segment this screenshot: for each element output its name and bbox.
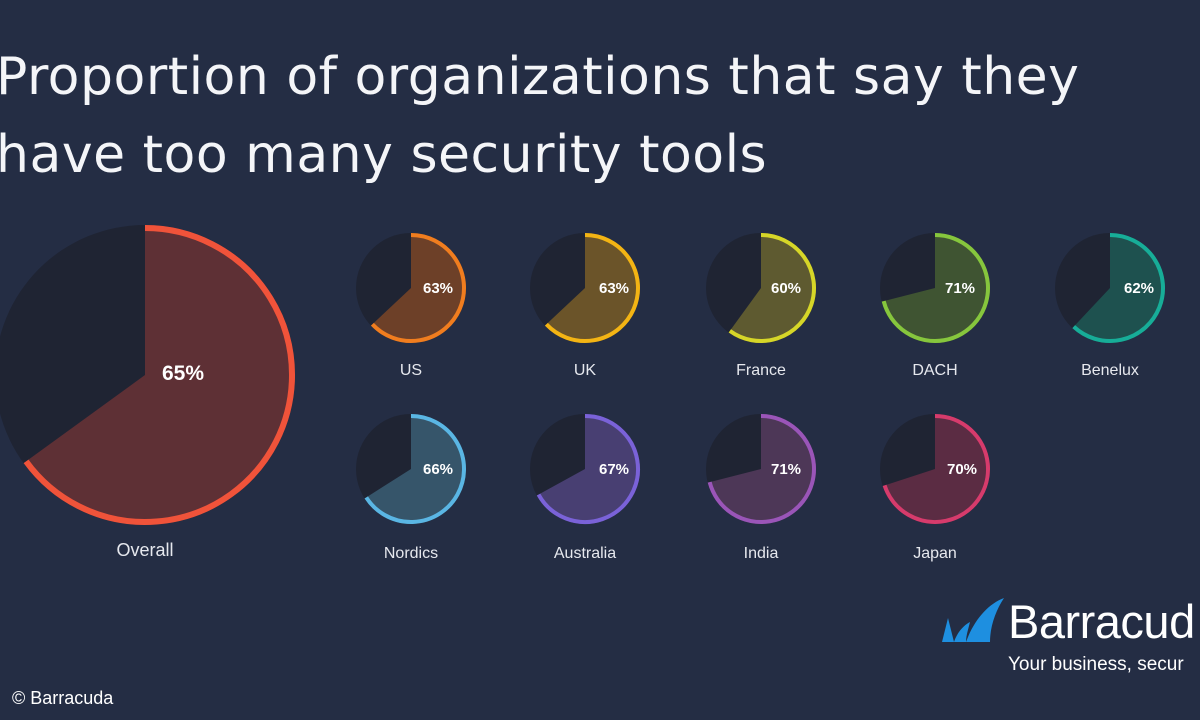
pie-outline-uk [544,233,640,343]
pie-slice-france [728,233,817,343]
pie-value-label-australia: 67% [599,461,629,478]
pie-slice-nordics [364,414,466,525]
copyright-notice: © Barracuda [12,688,114,708]
pie-nordics: 66% Nordics [356,414,466,562]
pie-slice-india [707,414,816,525]
pie-value-label-dach: 71% [945,280,975,297]
pie-slice-benelux [1072,233,1165,343]
pie-outline-overall [23,225,295,525]
brand-name: Barracud [1008,595,1195,648]
pie-category-label-us: US [400,362,422,379]
pie-japan: 70% Japan [880,414,990,562]
brand-block: Barracud Your business, secur [938,594,1200,680]
logo-fin-front [966,598,1004,642]
chart-title: Proportion of organizations that say the… [0,47,1080,185]
pie-slice-us [370,233,467,344]
pie-outline-france [728,233,816,343]
pie-category-label-dach: DACH [912,362,957,379]
pie-outline-benelux [1072,233,1165,343]
pie-outline-australia [536,414,640,524]
pie-value-label-uk: 63% [599,280,629,297]
pie-category-label-uk: UK [574,362,597,379]
pie-slice-japan [882,414,990,524]
pie-outline-nordics [364,414,466,524]
pie-category-label-india: India [744,545,779,562]
pie-outline-dach [881,233,990,343]
pie-dach: 71% DACH [880,233,990,379]
pie-value-label-india: 71% [771,461,801,478]
pie-category-label-australia: Australia [554,545,616,562]
pie-category-label-france: France [736,362,786,379]
pie-value-label-japan: 70% [947,461,977,478]
pie-value-label-overall: 65% [162,362,204,385]
logo-fin-middle [954,622,970,642]
pie-slice-uk [544,233,641,343]
brand-tagline: Your business, secur [1008,654,1184,675]
pie-australia: 67% Australia [530,413,640,562]
pie-us: 63% US [356,233,467,379]
pie-category-label-nordics: Nordics [384,545,438,562]
pie-category-label-japan: Japan [913,545,957,562]
pie-india: 71% India [706,414,816,562]
pie-slice-australia [536,413,640,524]
pie-france: 60% France [706,233,817,379]
pie-value-label-benelux: 62% [1124,280,1154,297]
pie-outline-japan [882,414,990,524]
pie-value-label-france: 60% [771,280,801,297]
pie-category-label-benelux: Benelux [1081,362,1139,379]
pie-benelux: 62% Benelux [1055,233,1165,379]
pie-outline-us [370,233,466,343]
logo-fin-back [942,618,954,642]
pie-slice-overall [23,225,295,525]
pie-value-label-us: 63% [423,280,453,297]
pie-uk: 63% UK [530,233,641,379]
pie-outline-india [707,414,816,524]
pie-value-label-nordics: 66% [423,461,453,478]
pie-overall: 65% Overall [0,225,295,560]
pie-category-label-overall: Overall [116,540,173,560]
shark-fin-logo-icon [942,598,1004,642]
pie-slice-dach [881,233,990,343]
